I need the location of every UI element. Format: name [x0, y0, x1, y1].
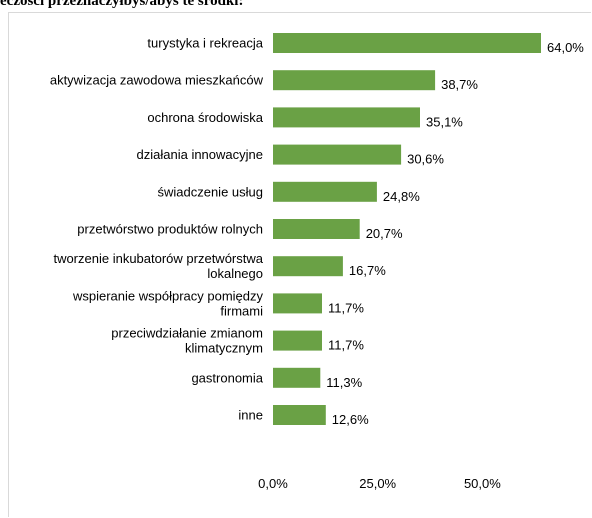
x-tick-label: 50,0%: [464, 476, 501, 491]
category-label: świadczenie usług: [157, 184, 263, 199]
bar: [273, 405, 326, 425]
category-label: lokalnego: [207, 266, 263, 281]
data-label: 16,7%: [349, 263, 386, 278]
category-label: aktywizacja zawodowa mieszkańców: [50, 73, 264, 88]
bar: [273, 293, 322, 314]
bar: [273, 33, 541, 53]
category-label: ochrona środowiska: [147, 110, 263, 125]
bar: [273, 107, 420, 128]
bar: [273, 367, 321, 388]
bar: [273, 144, 402, 165]
data-label: 20,7%: [366, 226, 403, 241]
category-label: klimatycznym: [185, 341, 263, 356]
category-label: wspieranie współpracy pomiędzy: [72, 288, 264, 303]
chart-title-fragment: eczości przeznaczyłbyś/abyś te środki:: [0, 0, 244, 9]
data-label: 35,1%: [426, 114, 463, 129]
bar: [273, 70, 436, 91]
bar: [273, 181, 377, 202]
category-label: działania innowacyjne: [137, 147, 263, 162]
bar: [273, 219, 360, 239]
category-label: przeciwdziałanie zmianom: [111, 326, 263, 341]
x-tick-label: 25,0%: [359, 476, 396, 491]
category-label: firmami: [220, 303, 263, 318]
category-label: tworzenie inkubatorów przetwórstwa: [53, 251, 263, 266]
category-label: turystyka i rekreacja: [147, 36, 263, 51]
category-label: przetwórstwo produktów rolnych: [77, 222, 263, 237]
category-label: inne: [238, 408, 263, 423]
data-label: 12,6%: [332, 412, 369, 427]
data-label: 30,6%: [407, 152, 444, 167]
chart-frame: [8, 12, 591, 517]
bar: [273, 330, 322, 351]
data-label: 38,7%: [441, 77, 478, 92]
data-label: 64,0%: [547, 40, 584, 55]
data-label: 11,3%: [326, 375, 362, 390]
category-label: gastronomia: [191, 370, 263, 385]
data-label: 11,7%: [328, 300, 364, 315]
x-tick-label: 0,0%: [258, 476, 288, 491]
data-label: 11,7%: [328, 338, 364, 353]
data-label: 24,8%: [383, 189, 420, 204]
bar: [273, 256, 343, 277]
